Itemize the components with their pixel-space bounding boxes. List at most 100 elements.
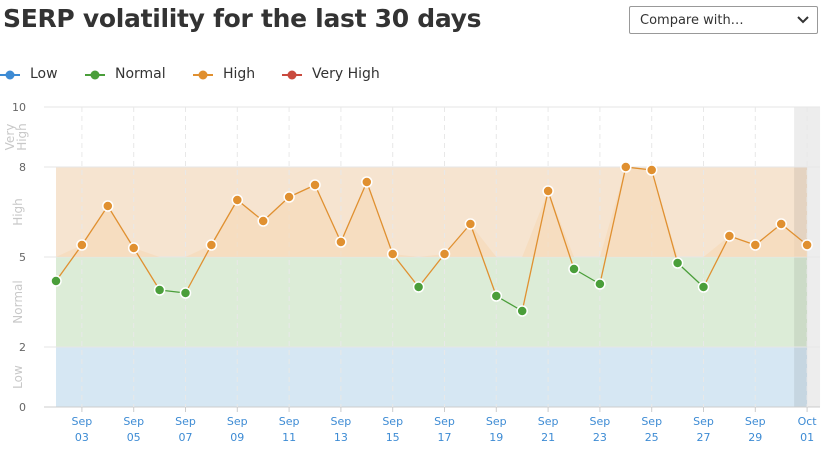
series-segment xyxy=(521,190,549,312)
band-label-text: Very xyxy=(3,124,17,151)
x-tick-month: Sep xyxy=(693,415,714,428)
x-tick-month: Sep xyxy=(486,415,507,428)
legend-label: Normal xyxy=(115,66,166,82)
series-segment xyxy=(418,253,446,288)
x-tick-month: Sep xyxy=(434,415,455,428)
band-normal xyxy=(56,257,808,347)
data-point xyxy=(153,284,166,296)
band-very-high xyxy=(56,107,808,167)
x-tick-day: 03 xyxy=(75,431,89,444)
series-segment xyxy=(210,199,238,246)
data-point xyxy=(801,239,813,251)
high-area-fill xyxy=(56,167,808,257)
x-tick-day: 01 xyxy=(800,431,814,444)
x-tick-month: Sep xyxy=(175,415,196,428)
series-segment xyxy=(314,184,342,243)
data-point xyxy=(516,305,528,317)
band-label: Normal xyxy=(11,280,25,323)
x-tick-day: 27 xyxy=(697,431,711,444)
series-segment xyxy=(702,235,730,288)
x-tick-day: 13 xyxy=(334,431,348,444)
x-tick-month: Sep xyxy=(72,415,93,428)
data-point xyxy=(50,275,62,287)
x-tick-month: Sep xyxy=(641,415,662,428)
data-point xyxy=(620,161,632,173)
x-tick-day: 23 xyxy=(593,431,607,444)
series-segment xyxy=(81,205,109,246)
band-label-text: Normal xyxy=(11,280,25,323)
series-segment xyxy=(366,181,394,255)
x-tick-month: Sep xyxy=(382,415,403,428)
series-segment xyxy=(392,253,420,288)
series-segment xyxy=(133,247,161,291)
x-tick-month: Sep xyxy=(279,415,300,428)
compare-with-label: Compare with… xyxy=(640,13,744,28)
x-tick-month: Sep xyxy=(745,415,766,428)
x-tick-month: Sep xyxy=(123,415,144,428)
legend-label: Low xyxy=(30,66,58,82)
data-point xyxy=(542,185,554,197)
x-tick-month: Sep xyxy=(538,415,559,428)
legend-label: Very High xyxy=(312,66,380,82)
x-tick-month: Sep xyxy=(227,415,248,428)
legend-marker-icon xyxy=(282,70,302,80)
data-point xyxy=(723,230,736,242)
x-tick-day: 07 xyxy=(179,431,193,444)
series-segment xyxy=(55,244,83,282)
y-tick-label: 5 xyxy=(19,251,26,264)
x-tick-day: 17 xyxy=(438,431,452,444)
band-high xyxy=(56,167,808,257)
data-point xyxy=(594,278,606,290)
data-point xyxy=(775,218,787,230)
x-tick-day: 21 xyxy=(541,431,555,444)
legend-marker-icon xyxy=(193,70,213,80)
data-point xyxy=(179,287,192,299)
series-segment xyxy=(651,169,679,264)
y-tick-label: 10 xyxy=(12,101,26,114)
x-tick-day: 05 xyxy=(127,431,141,444)
x-tick-day: 15 xyxy=(386,431,400,444)
data-point xyxy=(205,239,218,251)
legend-marker-icon xyxy=(0,70,20,80)
data-point xyxy=(490,290,503,302)
band-label-text: Low xyxy=(11,365,25,389)
data-point xyxy=(568,263,580,275)
series-segment xyxy=(444,223,471,255)
x-tick-day: 11 xyxy=(282,431,296,444)
band-low xyxy=(56,347,808,407)
x-tick-day: 09 xyxy=(230,431,244,444)
x-tick-day: 25 xyxy=(645,431,659,444)
x-tick-month: Sep xyxy=(590,415,611,428)
data-point xyxy=(749,239,762,251)
data-point xyxy=(361,176,373,188)
y-tick-label: 0 xyxy=(19,401,26,414)
series-segment xyxy=(262,196,290,222)
data-point xyxy=(231,194,244,206)
volatility-chart: 025810LowNormalHighVeryHighSep03Sep05Sep… xyxy=(3,101,821,444)
legend-label: High xyxy=(223,66,256,82)
compare-with-dropdown[interactable]: Compare with… xyxy=(629,6,818,34)
band-label-text: High xyxy=(11,198,25,226)
data-point xyxy=(76,239,88,251)
data-point xyxy=(283,191,295,203)
band-label: High xyxy=(11,198,25,226)
chevron-down-icon xyxy=(797,16,809,24)
band-label: Low xyxy=(11,365,25,389)
data-point xyxy=(257,215,269,227)
series-segment xyxy=(184,244,212,294)
data-point xyxy=(102,200,114,212)
series-segment xyxy=(469,223,497,297)
series-segment xyxy=(107,205,135,249)
x-tick-month: Oct xyxy=(798,415,818,428)
legend-marker-icon xyxy=(85,70,105,80)
band-label-text: High xyxy=(15,123,29,151)
series-segment xyxy=(599,166,627,285)
series-segment xyxy=(547,190,575,270)
data-point xyxy=(697,281,710,293)
y-tick-label: 8 xyxy=(19,161,26,174)
data-point xyxy=(464,218,477,230)
page-title: SERP volatility for the last 30 days xyxy=(3,4,482,33)
x-tick-day: 19 xyxy=(489,431,503,444)
data-point xyxy=(335,236,347,248)
